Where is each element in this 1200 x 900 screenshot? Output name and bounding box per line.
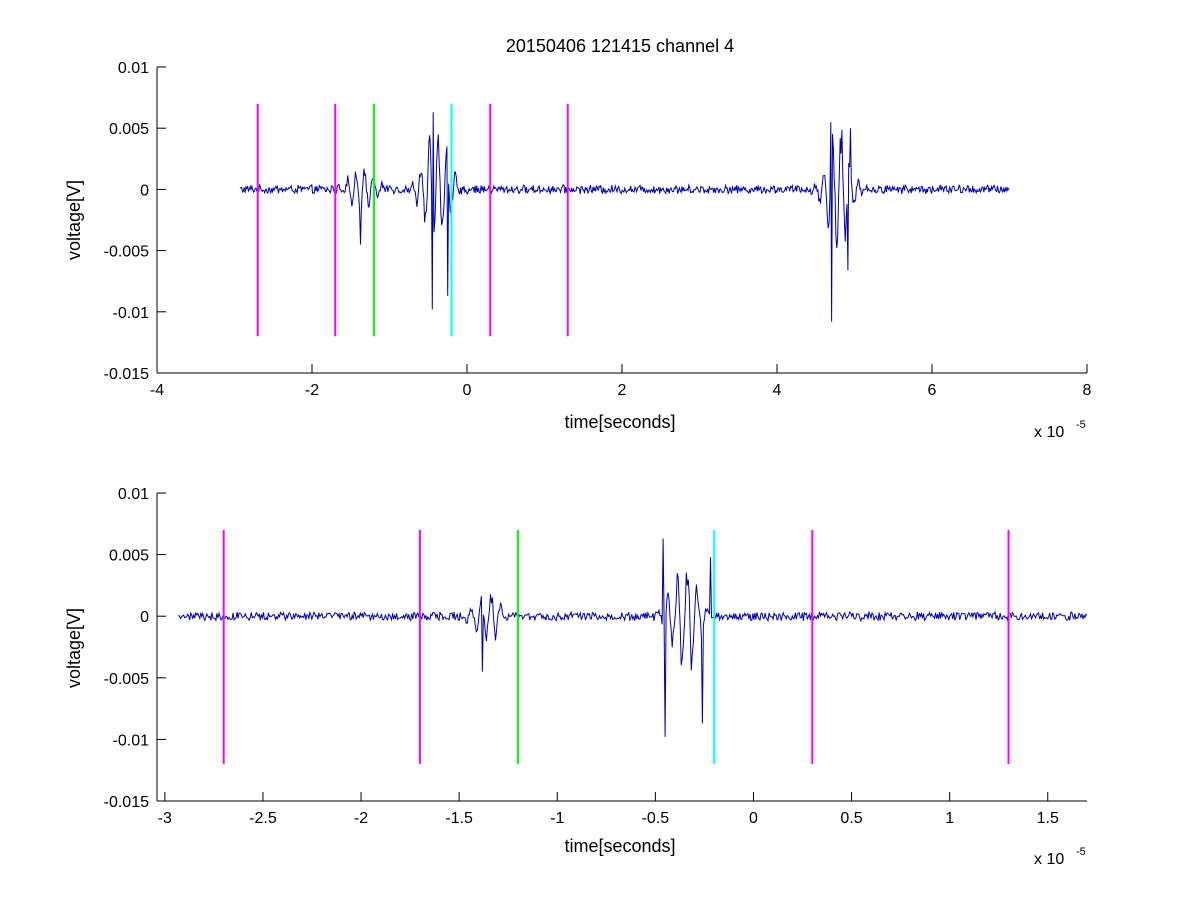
x-tick-label: -2.5 (249, 810, 277, 827)
y-tick-label: -0.01 (113, 305, 150, 322)
x-tick-label: 8 (1083, 382, 1092, 399)
y-tick-label: 0.01 (118, 486, 149, 503)
x-exponent-power: -5 (1076, 846, 1086, 858)
y-tick-label: -0.005 (104, 244, 149, 261)
bottom-plot: time[seconds] voltage[V] x 10 -5 -3 -2.5 -… (64, 486, 1088, 868)
x-tick-label: -2 (305, 382, 319, 399)
x-exponent-base: x 10 (1034, 424, 1064, 441)
y-tick-label: 0.005 (109, 548, 149, 565)
x-exponent-base: x 10 (1034, 851, 1064, 868)
x-tick-label: -0.5 (642, 810, 670, 827)
y-tick-label: -0.015 (104, 794, 149, 811)
x-tick-label: 6 (928, 382, 937, 399)
y-tick-label: 0.01 (118, 60, 149, 77)
x-axis-label: time[seconds] (564, 412, 675, 432)
y-tick-label: -0.01 (113, 732, 150, 749)
x-tick-label: 0.5 (840, 810, 862, 827)
y-tick-label: 0 (140, 609, 149, 626)
x-exponent-power: -5 (1076, 419, 1086, 431)
x-tick-label: 0 (463, 382, 472, 399)
x-tick-label: -4 (150, 382, 164, 399)
x-tick-label: -3 (158, 810, 172, 827)
x-tick-label: 0 (749, 810, 758, 827)
y-tick-label: 0.005 (109, 121, 149, 138)
x-tick-label: 4 (773, 382, 782, 399)
chart-title: 20150406 121415 channel 4 (506, 36, 734, 56)
y-tick-label: -0.015 (104, 366, 149, 383)
y-axis-label: voltage[V] (64, 608, 84, 688)
x-exponent: x 10 -5 (1034, 846, 1086, 868)
x-tick-label: -1.5 (445, 810, 473, 827)
top-plot: 20150406 121415 channel 4 time[seconds] … (64, 36, 1092, 441)
y-axis-label: voltage[V] (64, 180, 84, 260)
x-tick-label: -2 (354, 810, 368, 827)
x-tick-label: 1 (945, 810, 954, 827)
x-tick-label: -1 (550, 810, 564, 827)
y-tick-label: 0 (140, 182, 149, 199)
signal-trace (239, 112, 1010, 322)
x-tick-label: 2 (618, 382, 627, 399)
x-tick-label: 1.5 (1037, 810, 1059, 827)
x-exponent: x 10 -5 (1034, 419, 1086, 441)
x-axis-label: time[seconds] (564, 836, 675, 856)
signal-trace (178, 538, 1088, 737)
y-tick-label: -0.005 (104, 671, 149, 688)
